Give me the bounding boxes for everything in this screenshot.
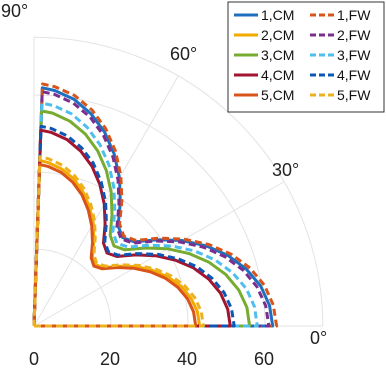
series-line-6 — [32, 128, 232, 328]
legend-label-0: 1,CM — [261, 7, 294, 23]
legend-label-1: 1,FW — [337, 7, 371, 23]
tick-labels: 0° 30° 60° 90° 0 20 40 60 — [1, 1, 327, 369]
legend-label-6: 4,CM — [261, 67, 294, 83]
legend-label-3: 2,FW — [337, 27, 371, 43]
legend-label-7: 4,FW — [337, 67, 371, 83]
radial-tick-label-40: 40 — [177, 349, 197, 369]
legend-label-2: 2,CM — [261, 27, 294, 43]
series-line-3 — [32, 90, 271, 328]
series-line-0 — [32, 86, 275, 328]
angle-tick-label-90: 90° — [1, 1, 28, 21]
series-line-9 — [32, 155, 205, 328]
series-group — [32, 82, 279, 328]
radial-tick-label-20: 20 — [100, 349, 120, 369]
series-line-5 — [32, 101, 259, 328]
radial-tick-label-60: 60 — [254, 349, 274, 369]
grid-ring-3 — [33, 36, 324, 327]
grid-spoke-2 — [33, 75, 179, 327]
series-line-7 — [32, 124, 236, 328]
legend-label-4: 3,CM — [261, 47, 294, 63]
legend: 1,CM 1,FW 2,CM 2,FW 3,CM 3,FW 4,CM 4,FW 5,CM 5,FW — [227, 1, 385, 113]
angle-tick-label-30: 30° — [272, 160, 299, 180]
angle-tick-label-60: 60° — [170, 44, 197, 64]
grid-ring-0 — [33, 248, 112, 327]
legend-label-5: 3,FW — [337, 47, 371, 63]
radial-tick-label-0: 0 — [29, 349, 39, 369]
legend-label-8: 5,CM — [261, 87, 294, 103]
angle-tick-label-0: 0° — [310, 328, 327, 348]
series-line-2 — [32, 159, 202, 328]
grid-ring-2 — [33, 94, 266, 327]
legend-label-9: 5,FW — [337, 87, 371, 103]
series-line-4 — [32, 109, 252, 328]
series-line-1 — [32, 82, 279, 328]
series-line-8 — [32, 162, 198, 328]
